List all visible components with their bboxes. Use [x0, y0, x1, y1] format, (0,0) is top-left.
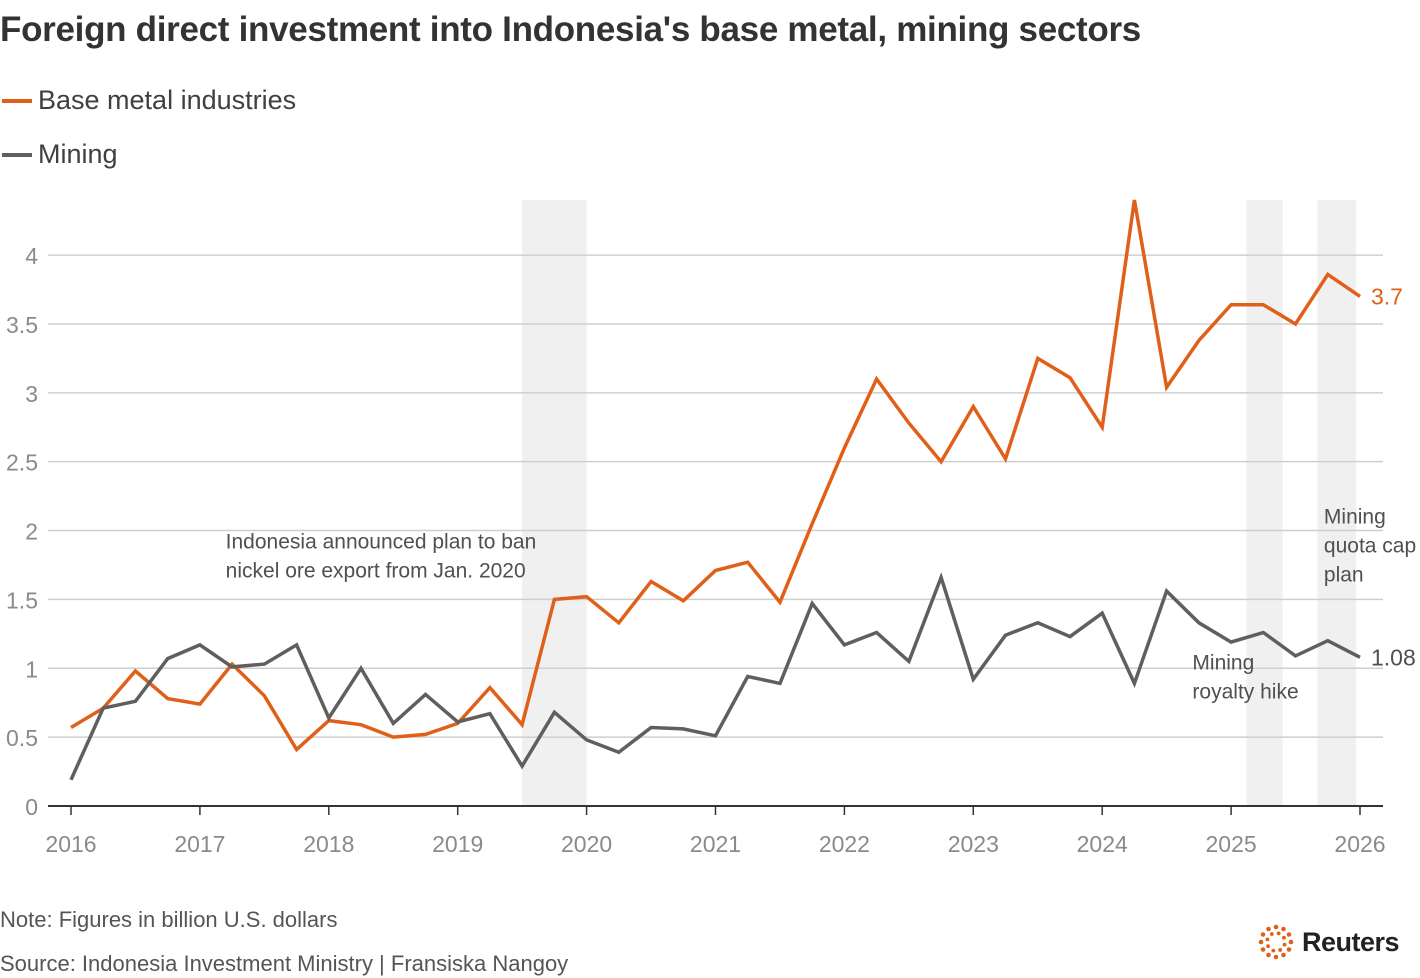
x-tick-label: 2024	[1077, 831, 1128, 857]
y-tick-label: 1.5	[6, 587, 38, 613]
legend-item-mining: Mining	[2, 139, 118, 170]
footer-source: Source: Indonesia Investment Ministry | …	[0, 951, 569, 976]
shaded-period-0	[522, 200, 587, 806]
reuters-logo-dot	[1269, 932, 1274, 936]
reuters-logo-dot	[1260, 932, 1266, 937]
footer-note: Note: Figures in billion U.S. dollars	[0, 907, 338, 932]
reuters-logo-dot	[1266, 952, 1271, 958]
legend-item-base-metal: Base metal industries	[2, 85, 296, 116]
reuters-logo-dot	[1281, 952, 1286, 958]
reuters-logo-dot	[1265, 937, 1270, 942]
legend-swatch-base-metal	[2, 98, 32, 103]
annotation-0: Indonesia announced plan to ban nickel or…	[226, 530, 537, 582]
series-line-mining	[69, 572, 1361, 781]
x-tick-label: 2026	[1334, 831, 1385, 857]
x-tick-label: 2025	[1206, 831, 1257, 857]
x-tick-label: 2016	[45, 831, 96, 857]
x-tick-label: 2017	[174, 831, 225, 857]
x-tick-label: 2018	[303, 831, 354, 857]
legend-swatch-mining	[2, 152, 32, 157]
x-tick-label: 2023	[948, 831, 999, 857]
reuters-logo-dot	[1282, 942, 1287, 947]
reuters-logo-dot	[1286, 947, 1292, 952]
y-tick-label: 2.5	[6, 450, 38, 476]
y-tick-label: 4	[25, 243, 38, 269]
reuters-logo-dot	[1266, 926, 1271, 932]
y-tick-label: 1	[25, 656, 38, 682]
reuters-logo-dot	[1271, 948, 1276, 953]
reuters-logo-dot	[1260, 947, 1266, 952]
end-label-mining: 1.08	[1371, 644, 1416, 670]
shaded-period-2	[1317, 200, 1357, 806]
annotation-1: Mining royalty hike	[1192, 652, 1298, 704]
y-tick-label: 3.5	[6, 312, 38, 338]
shaded-period-1	[1246, 200, 1283, 806]
reuters-logo-dot	[1258, 939, 1264, 945]
y-tick-label: 0.5	[6, 725, 38, 751]
reuters-logo-dot	[1266, 944, 1270, 949]
reuters-logo-dot	[1286, 932, 1292, 937]
reuters-logo-dot	[1288, 939, 1294, 945]
y-tick-label: 2	[25, 519, 38, 545]
x-tick-label: 2020	[561, 831, 612, 857]
chart-title: Foreign direct investment into Indonesia…	[0, 10, 1141, 49]
reuters-brand: Reuters	[1256, 922, 1400, 962]
series-line-base-metal	[70, 199, 1361, 753]
reuters-logo-dot	[1273, 954, 1279, 960]
legend-label-mining: Mining	[38, 139, 118, 169]
line-chart: 0 0.5 1 1.5 2 2.5 3 3.5 4 2016 2017 2018 2019 2020 20…	[6, 199, 1416, 857]
reuters-wordmark: Reuters	[1302, 926, 1400, 957]
reuters-logo-dot	[1278, 948, 1283, 952]
annotation-2: Mining quota cap plan	[1324, 506, 1416, 587]
reuters-logo-dot	[1273, 924, 1279, 930]
y-tick-label: 0	[25, 794, 38, 820]
x-tick-label: 2019	[432, 831, 483, 857]
end-label-base-metal: 3.7	[1371, 283, 1403, 309]
x-tick-label: 2022	[819, 831, 870, 857]
x-tick-label: 2021	[690, 831, 741, 857]
legend-label-base-metal: Base metal industries	[38, 85, 297, 115]
y-tick-label: 3	[25, 381, 38, 407]
reuters-logo-dot	[1276, 931, 1281, 936]
reuters-logo-icon	[1258, 924, 1294, 960]
reuters-logo-dot	[1282, 935, 1286, 940]
reuters-logo-dot	[1281, 926, 1286, 932]
